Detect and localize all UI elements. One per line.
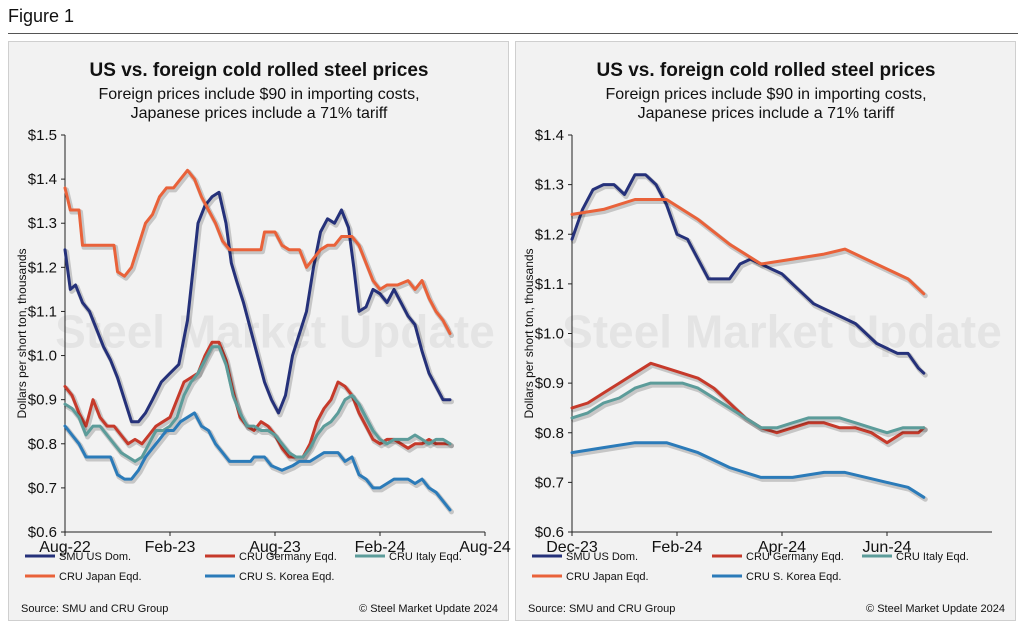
y-tick-label: $0.9 [28,392,57,409]
source-note: Source: SMU and CRU Group [21,603,168,615]
chart-panel-left: US vs. foreign cold rolled steel prices F… [8,41,511,621]
watermark-logo: Steel Market Update [55,306,495,358]
series-line [570,198,926,296]
series-line-shadow [64,412,454,515]
x-tick-label: Aug-24 [459,539,511,556]
y-tick-label: $1.3 [535,177,564,194]
y-tick-label: $0.8 [28,436,57,453]
y-tick-label: $0.8 [535,425,564,442]
series-line-shadow [64,169,454,338]
copyright-note: © Steel Market Update 2024 [359,603,498,615]
y-tick-label: $1.4 [535,127,564,144]
y-axis-label: Dollars per short ton, thousands [15,248,29,418]
chart-subtitle-line: Japanese prices include a 71% tariff [638,105,895,122]
series-line [63,190,452,424]
y-tick-label: $1.3 [28,215,57,232]
y-tick-label: $0.6 [28,524,57,541]
y-tick-label: $0.7 [535,474,564,491]
series-line [570,381,926,435]
series-line [63,168,452,335]
y-tick-label: $1.5 [28,127,57,144]
x-tick-label: Dec-23 [546,539,598,556]
chart-title: US vs. foreign cold rolled steel prices [597,60,936,81]
chart-left: US vs. foreign cold rolled steel prices F… [15,60,511,615]
x-tick-label: Feb-24 [355,539,406,556]
y-tick-label: $0.6 [535,524,564,541]
legend-label: CRU Italy Eqd. [896,551,969,563]
y-tick-label: $1.4 [28,171,57,188]
x-tick-label: Feb-24 [652,539,703,556]
chart-subtitle-line: Japanese prices include a 71% tariff [131,105,388,122]
x-tick-label: Feb-23 [145,539,196,556]
legend-label: CRU Italy Eqd. [389,551,462,563]
legend-label: CRU Germany Eqd. [239,551,337,563]
chart-subtitle-line: Foreign prices include $90 in importing … [605,86,926,103]
chart-panel-right: US vs. foreign cold rolled steel prices F… [515,41,1016,621]
series-line [63,411,452,512]
legend-label: CRU Japan Eqd. [59,571,142,583]
series-line-shadow [571,199,928,299]
figure-label: Figure 1 [8,6,75,26]
series-line [63,345,452,463]
copyright-note: © Steel Market Update 2024 [866,603,1005,615]
legend-label: CRU Germany Eqd. [746,551,844,563]
y-tick-label: $1.2 [535,226,564,243]
figure-divider [8,33,1018,34]
watermark-logo: Steel Market Update [562,306,1002,358]
x-tick-label: Aug-22 [39,539,91,556]
y-tick-label: $1.2 [28,259,57,276]
chart-subtitle-line: Foreign prices include $90 in importing … [98,86,419,103]
y-tick-label: $1.1 [28,303,57,320]
y-tick-label: $1.0 [28,348,57,365]
y-axis-label: Dollars per short ton, thousands [522,248,536,418]
x-tick-label: Apr-24 [758,539,806,556]
y-tick-label: $1.0 [535,326,564,343]
series-line [63,340,452,459]
x-tick-label: Jun-24 [863,539,912,556]
y-tick-label: $0.7 [28,480,57,497]
chart-right: US vs. foreign cold rolled steel prices F… [522,60,1005,615]
legend-label: CRU Japan Eqd. [566,571,649,583]
chart-title: US vs. foreign cold rolled steel prices [90,60,429,81]
legend-label: CRU S. Korea Eqd. [239,571,334,583]
legend-label: CRU S. Korea Eqd. [746,571,841,583]
source-note: Source: SMU and CRU Group [528,603,675,615]
x-tick-label: Aug-23 [249,539,301,556]
legend-label: SMU US Dom. [59,551,131,563]
y-tick-label: $0.9 [535,375,564,392]
y-tick-label: $1.1 [535,276,564,293]
series-line-shadow [571,442,928,502]
series-line [570,441,926,499]
legend-label: SMU US Dom. [566,551,638,563]
